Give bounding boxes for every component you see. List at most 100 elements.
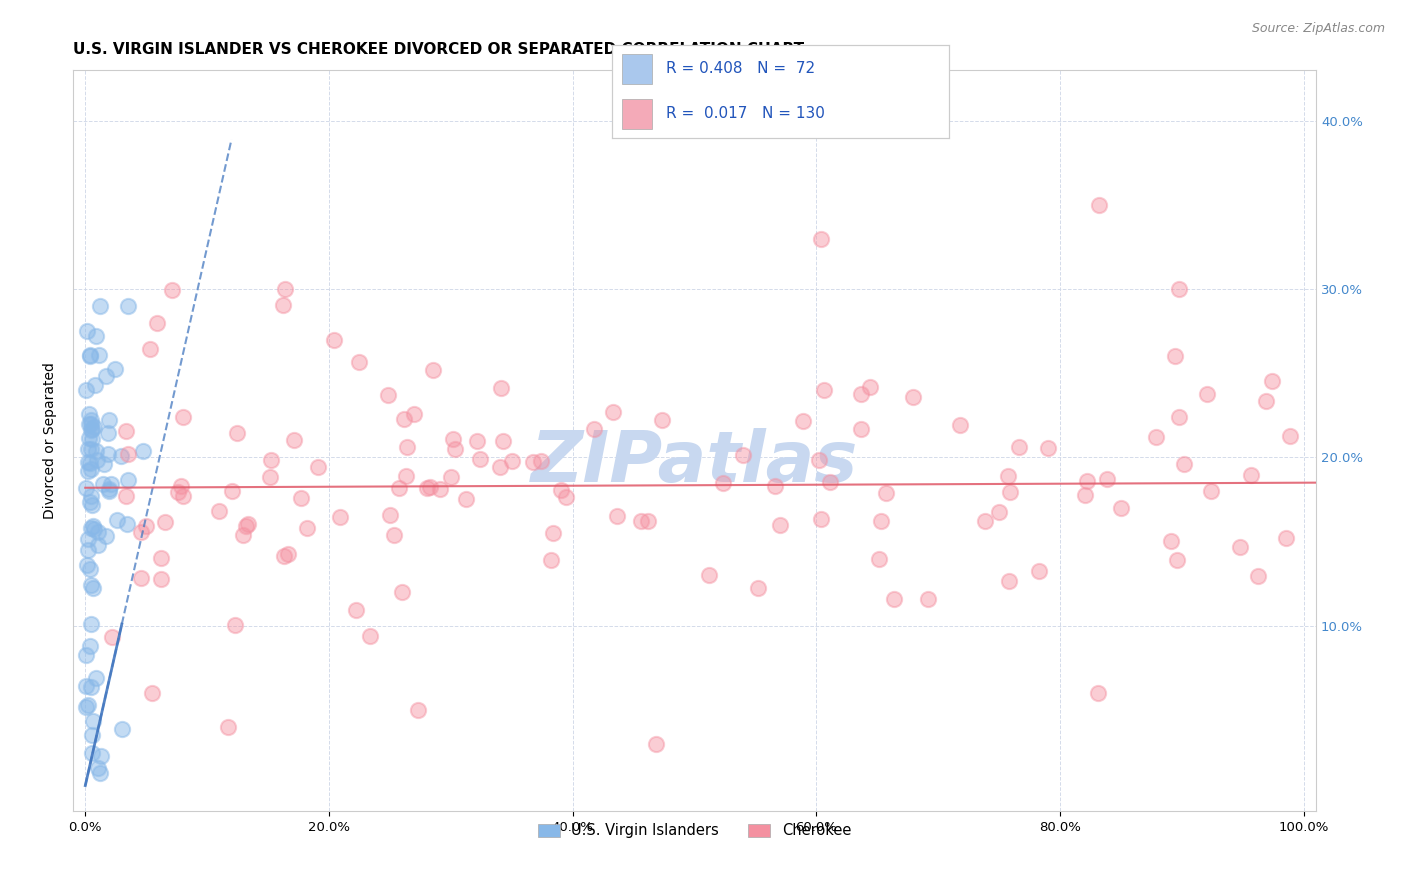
- Point: [76, 442, 98, 456]
- Point: [491, 434, 513, 449]
- Point: [807, 453, 830, 467]
- Point: [851, 422, 873, 436]
- Point: [149, 551, 172, 566]
- Point: [883, 592, 905, 607]
- Point: [323, 333, 346, 347]
- Point: [115, 489, 138, 503]
- Point: [359, 629, 381, 643]
- Point: [226, 425, 249, 440]
- Point: [97, 447, 120, 461]
- Point: [224, 618, 246, 632]
- Point: [949, 418, 972, 433]
- Point: [94, 529, 117, 543]
- Point: [391, 585, 413, 599]
- Point: [859, 380, 882, 394]
- Point: [79, 494, 101, 508]
- Point: [1166, 553, 1188, 567]
- Point: [77, 533, 100, 547]
- Point: [347, 355, 370, 369]
- Point: [606, 508, 628, 523]
- Point: [97, 412, 120, 426]
- Point: [1167, 409, 1189, 424]
- Point: [1087, 686, 1109, 700]
- Point: [530, 454, 553, 468]
- Point: [711, 475, 734, 490]
- Point: [146, 316, 169, 330]
- Point: [129, 525, 152, 540]
- Point: [80, 412, 103, 426]
- Point: [91, 477, 114, 491]
- Point: [1087, 198, 1109, 212]
- Point: [441, 433, 464, 447]
- Point: [1144, 430, 1167, 444]
- Text: ZIPatlas: ZIPatlas: [531, 428, 858, 498]
- Point: [870, 514, 893, 528]
- Point: [167, 485, 190, 500]
- Point: [444, 442, 467, 456]
- Point: [170, 479, 193, 493]
- Point: [810, 232, 832, 246]
- Point: [820, 475, 842, 489]
- Bar: [621, 99, 652, 129]
- Point: [1173, 457, 1195, 471]
- Point: [83, 522, 105, 536]
- Point: [117, 473, 139, 487]
- Point: [328, 510, 350, 524]
- Point: [541, 525, 564, 540]
- Point: [217, 720, 239, 734]
- Point: [1074, 488, 1097, 502]
- Point: [76, 324, 98, 338]
- Point: [75, 680, 97, 694]
- Point: [80, 746, 103, 760]
- Point: [1229, 540, 1251, 554]
- Point: [93, 457, 115, 471]
- Point: [1195, 386, 1218, 401]
- Point: [522, 455, 544, 469]
- Point: [87, 525, 110, 540]
- Text: R =  0.017   N = 130: R = 0.017 N = 130: [665, 106, 824, 121]
- Text: U.S. VIRGIN ISLANDER VS CHEROKEE DIVORCED OR SEPARATED CORRELATION CHART: U.S. VIRGIN ISLANDER VS CHEROKEE DIVORCE…: [73, 42, 804, 57]
- Point: [80, 489, 103, 503]
- Point: [392, 412, 415, 426]
- Point: [439, 469, 461, 483]
- Point: [86, 538, 108, 552]
- Point: [77, 543, 100, 558]
- Point: [382, 528, 405, 542]
- Point: [77, 431, 100, 445]
- Point: [75, 383, 97, 397]
- Point: [110, 449, 132, 463]
- Point: [792, 414, 814, 428]
- Point: [79, 639, 101, 653]
- Point: [87, 761, 110, 775]
- Point: [221, 484, 243, 499]
- Point: [277, 547, 299, 561]
- Legend: U.S. Virgin Islanders, Cherokee: U.S. Virgin Islanders, Cherokee: [531, 818, 858, 844]
- Point: [94, 369, 117, 384]
- Point: [129, 571, 152, 585]
- Point: [100, 477, 122, 491]
- Point: [290, 491, 312, 506]
- Point: [153, 515, 176, 529]
- Point: [79, 561, 101, 575]
- Point: [80, 422, 103, 436]
- Point: [84, 378, 107, 392]
- Point: [79, 350, 101, 364]
- Bar: [621, 54, 652, 84]
- Point: [79, 348, 101, 362]
- Point: [100, 631, 122, 645]
- Point: [82, 519, 104, 533]
- Point: [1239, 468, 1261, 483]
- Point: [489, 381, 512, 395]
- Point: [602, 405, 624, 419]
- Point: [1279, 429, 1302, 443]
- Point: [810, 512, 832, 526]
- Point: [75, 648, 97, 662]
- Point: [416, 482, 439, 496]
- Text: R = 0.408   N =  72: R = 0.408 N = 72: [665, 62, 814, 77]
- Point: [396, 440, 419, 454]
- Point: [747, 581, 769, 595]
- Point: [77, 698, 100, 713]
- Point: [76, 558, 98, 573]
- Point: [637, 514, 659, 528]
- Point: [295, 521, 318, 535]
